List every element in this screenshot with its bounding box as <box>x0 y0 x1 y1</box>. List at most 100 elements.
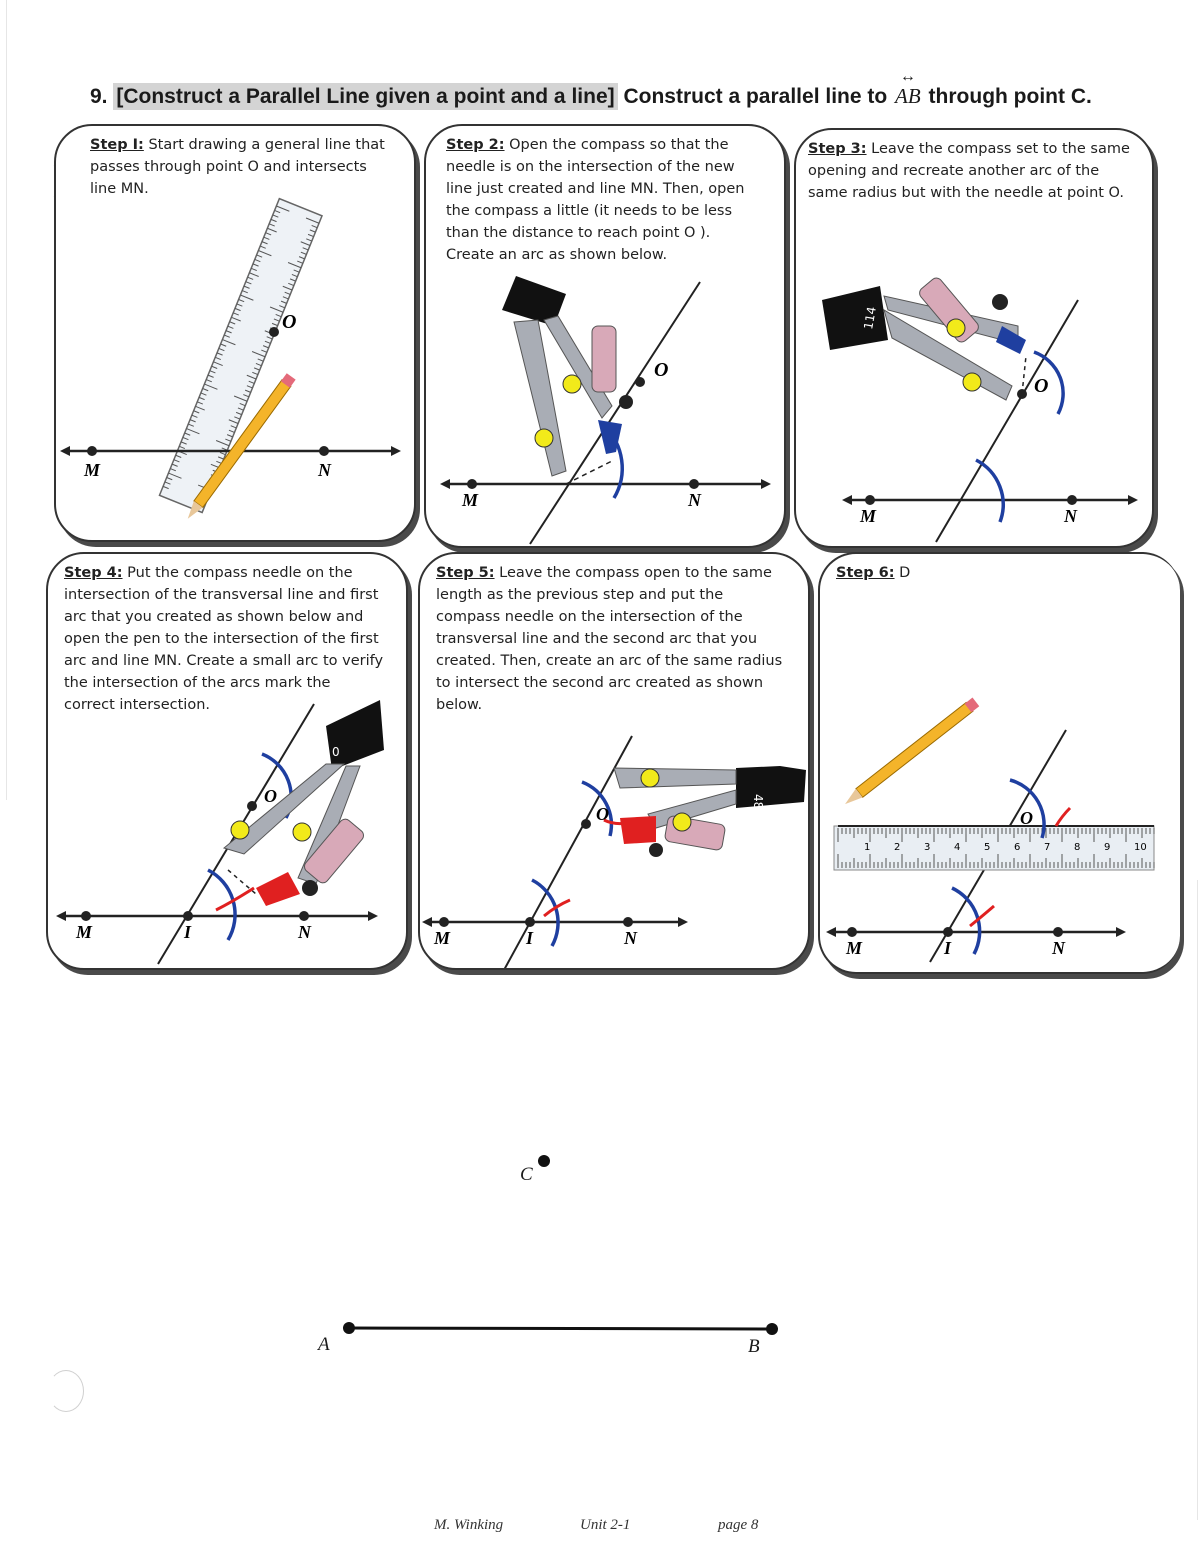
compass-leg-pencil <box>543 315 613 419</box>
arc-2 <box>1033 350 1065 415</box>
pencil-icon <box>187 373 296 519</box>
arc-1 <box>975 458 1005 523</box>
compass-knob-lower <box>534 428 554 448</box>
problem-instruction: Construct a parallel line to <box>623 85 888 108</box>
point-b[interactable] <box>766 1323 778 1335</box>
step-3-body: Leave the compass set to the same openin… <box>808 141 1130 201</box>
ruler-digit: 5 <box>984 842 990 853</box>
label-n: N <box>317 460 332 480</box>
arc-red-1 <box>969 904 995 928</box>
ruler-digit: 9 <box>1104 842 1110 853</box>
compass-number: 0 <box>332 745 340 759</box>
step-4-text: Step 4: Put the compass needle on the in… <box>64 562 384 716</box>
point-n <box>319 446 329 456</box>
step-6-illustration: 1 2 3 4 5 6 7 8 9 10 M N I O <box>826 697 1155 963</box>
page-edge-right <box>1197 880 1198 1520</box>
ruler-digit: 3 <box>924 842 930 853</box>
ruler-digit: 8 <box>1074 842 1080 853</box>
label-i: I <box>943 938 952 958</box>
step-3-text: Step 3: Leave the compass set to the sam… <box>808 138 1130 204</box>
transversal-line <box>935 299 1079 543</box>
compass-knob-lower <box>230 820 250 840</box>
compass-head <box>326 700 384 770</box>
label-n: N <box>297 922 312 942</box>
transversal-line <box>503 735 633 968</box>
point-o <box>269 327 279 337</box>
step-6-label: Step 6: <box>836 565 895 581</box>
step-3-illustration: 114 M N O <box>822 277 1138 543</box>
compass-number: 114 <box>861 306 879 331</box>
label-m: M <box>75 922 93 942</box>
step-4-illustration: 0 M N I O <box>56 700 384 965</box>
arc-red-2 <box>1054 806 1072 827</box>
point-a[interactable] <box>343 1322 355 1334</box>
binder-hole-bottom <box>48 1370 84 1412</box>
label-i: I <box>525 928 534 948</box>
ruler-digit: 4 <box>954 842 960 853</box>
label-m: M <box>83 460 101 480</box>
label-o: O <box>1020 808 1033 828</box>
footer-author: M. Winking <box>434 1517 504 1533</box>
compass-knob-upper <box>640 768 660 788</box>
compass-knob-upper <box>946 318 966 338</box>
label-o: O <box>264 786 277 806</box>
label-o: O <box>282 311 296 333</box>
ruler-digit: 7 <box>1044 842 1050 853</box>
ruler-digit: 2 <box>894 842 900 853</box>
arc-red-check <box>215 886 255 912</box>
compass-leg-needle <box>222 763 346 855</box>
step-2-card: Step 2: Open the compass so that the nee… <box>424 124 786 548</box>
pencil-icon <box>845 697 980 805</box>
step-5-body: Leave the compass open to the same lengt… <box>436 565 783 713</box>
step-3-card: Step 3: Leave the compass set to the sam… <box>794 128 1154 548</box>
segment-ab[interactable] <box>348 1326 773 1331</box>
compass-knob-upper <box>562 374 582 394</box>
step-1-card: Step I: Start drawing a general line tha… <box>54 124 416 542</box>
label-m: M <box>461 490 479 510</box>
label-m: M <box>845 938 863 958</box>
step-2-text: Step 2: Open the compass so that the nee… <box>446 134 762 266</box>
label-b: B <box>748 1336 760 1357</box>
step-1-text: Step I: Start drawing a general line tha… <box>90 134 392 200</box>
compass-knob-lower <box>672 812 692 832</box>
label-n: N <box>1051 938 1066 958</box>
footer-page: page 8 <box>718 1517 759 1533</box>
point-m <box>87 446 97 456</box>
footer-unit: Unit 2-1 <box>580 1517 631 1533</box>
step-1-illustration: M N O <box>60 197 401 519</box>
step-2-illustration: 0 M N O <box>440 276 771 545</box>
ruler-digit: 6 <box>1014 842 1020 853</box>
step-5-card: Step 5: Leave the compass open to the sa… <box>418 552 810 970</box>
label-o: O <box>1034 375 1048 397</box>
arc-red-1 <box>543 898 571 918</box>
ruler-digit: 1 <box>864 842 870 853</box>
arc-2 <box>1009 778 1046 839</box>
compass-knob-upper <box>292 822 312 842</box>
vector-ab: AB <box>895 68 921 109</box>
step-6-body: D <box>899 565 911 581</box>
step-5-label: Step 5: <box>436 565 495 581</box>
step-6-card: Step 6: D 1 2 3 4 5 6 7 8 9 10 M N I O <box>818 552 1180 974</box>
compass-head <box>736 766 806 808</box>
step-2-label: Step 2: <box>446 137 505 153</box>
step-1-body: Start drawing a general line that passes… <box>90 137 385 197</box>
label-n: N <box>687 490 702 510</box>
label-m: M <box>433 928 451 948</box>
point-c[interactable] <box>538 1155 550 1167</box>
arc-2 <box>581 780 614 837</box>
ruler-digit: 10 <box>1134 842 1147 853</box>
step-4-label: Step 4: <box>64 565 123 581</box>
label-n: N <box>1063 506 1078 526</box>
label-c: C <box>520 1164 533 1185</box>
step-5-illustration: 48 M N I O <box>422 735 806 968</box>
transversal-line <box>529 281 701 545</box>
compass-head <box>822 286 888 350</box>
problem-title: 9. [Construct a Parallel Line given a po… <box>90 68 1092 110</box>
page-edge-left <box>6 0 7 800</box>
step-3-label: Step 3: <box>808 141 867 157</box>
eraser <box>304 818 364 884</box>
label-n: N <box>623 928 638 948</box>
compass-knob-lower <box>962 372 982 392</box>
eraser <box>591 325 617 393</box>
